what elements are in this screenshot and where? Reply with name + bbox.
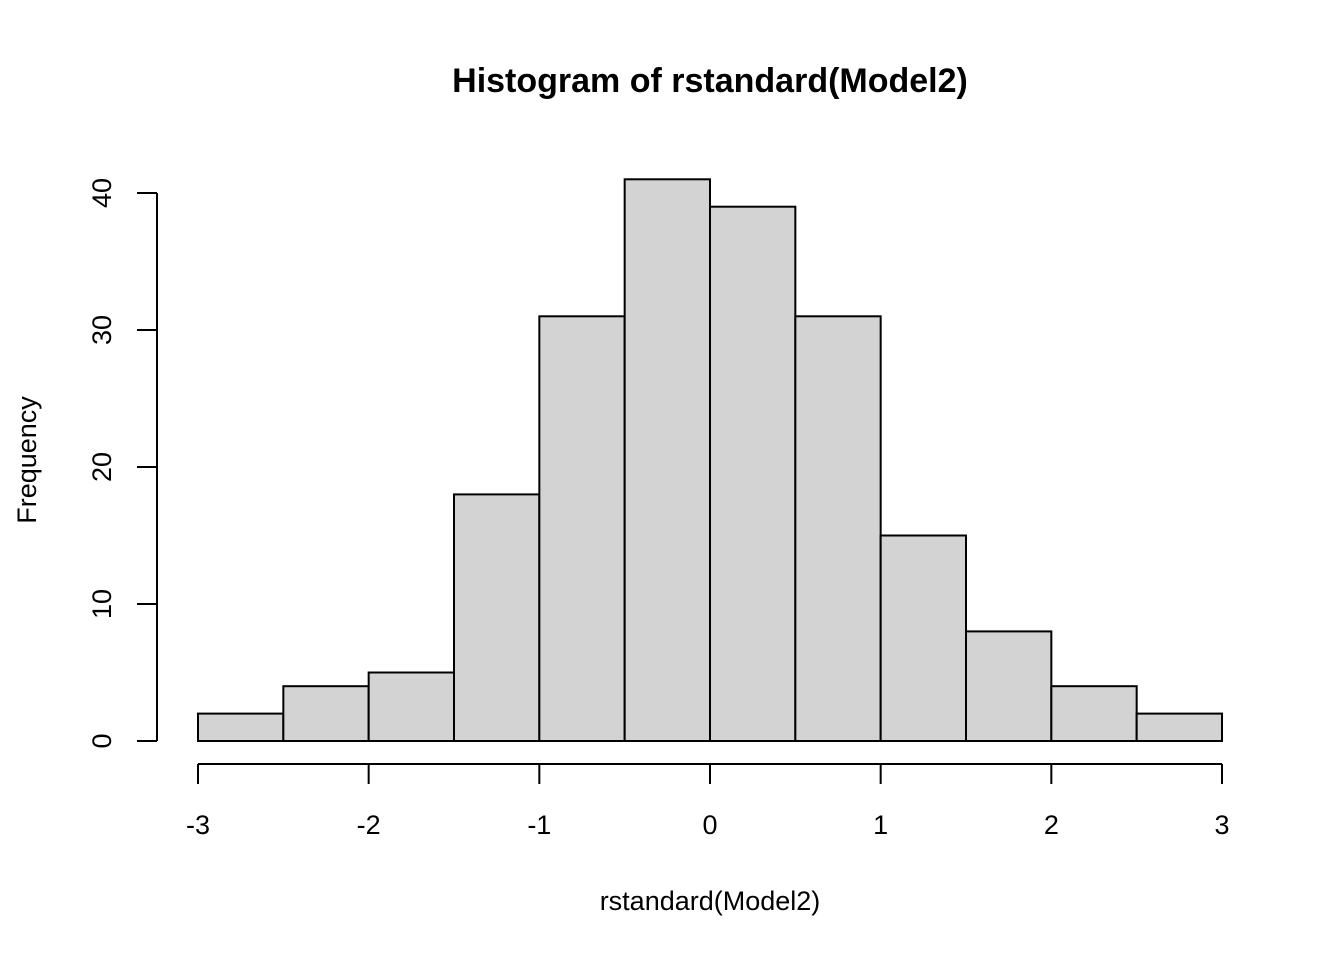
histogram-bar xyxy=(794,315,882,742)
histogram-bar xyxy=(709,205,797,742)
histogram-bar xyxy=(965,630,1053,743)
x-tick-label: 1 xyxy=(873,810,888,840)
histogram-bar xyxy=(367,671,455,742)
histogram-bar xyxy=(623,178,712,743)
y-tick-label: 10 xyxy=(87,589,117,619)
x-tick-label: 2 xyxy=(1044,810,1059,840)
y-tick-label: 30 xyxy=(87,315,117,345)
x-tick-label: -2 xyxy=(357,810,381,840)
histogram-bar xyxy=(453,493,541,742)
x-axis: -3 -2 -1 0 1 2 3 xyxy=(186,763,1230,840)
y-axis: 0 10 20 30 40 xyxy=(87,178,158,749)
x-tick-label: -1 xyxy=(527,810,551,840)
y-axis-label: Frequency xyxy=(12,396,42,524)
histogram-bar xyxy=(197,712,285,742)
x-axis-label: rstandard(Model2) xyxy=(600,886,821,916)
chart-title: Histogram of rstandard(Model2) xyxy=(452,62,968,100)
bars-group xyxy=(197,178,1223,743)
histogram-bar xyxy=(879,534,968,742)
histogram-bar xyxy=(1135,712,1223,742)
y-tick-label: 40 xyxy=(87,178,117,208)
x-tick-label: -3 xyxy=(186,810,210,840)
y-tick-label: 0 xyxy=(87,733,117,748)
histogram-bar xyxy=(1050,685,1138,743)
histogram-bar xyxy=(538,315,626,742)
histogram-bar xyxy=(282,685,370,743)
y-tick-label: 20 xyxy=(87,452,117,482)
x-tick-label: 0 xyxy=(702,810,717,840)
x-tick-label: 3 xyxy=(1214,810,1229,840)
